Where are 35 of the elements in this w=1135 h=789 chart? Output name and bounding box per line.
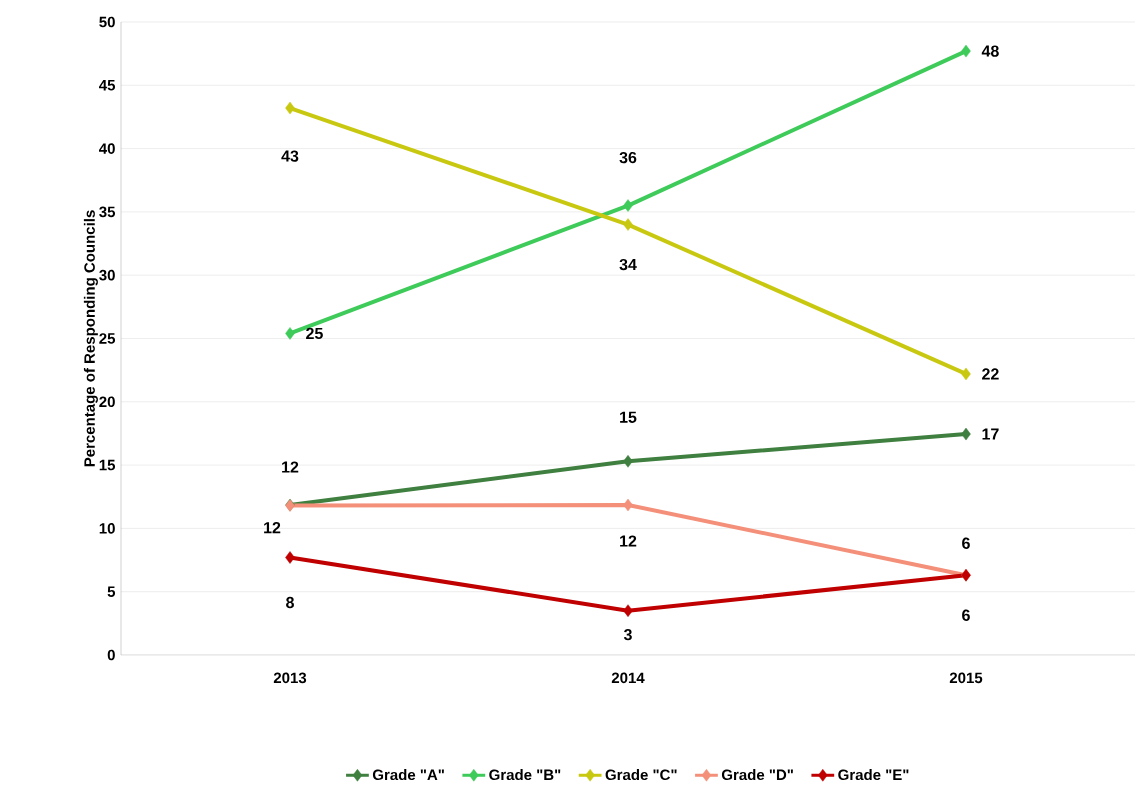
y-tick-label: 35 — [99, 206, 116, 218]
data-label: 8 — [286, 596, 294, 609]
x-tick-label: 2014 — [611, 672, 645, 684]
y-tick-label: 5 — [107, 586, 116, 597]
data-label: 3 — [623, 629, 632, 641]
data-label: 17 — [982, 428, 999, 440]
legend-label: Grade "D" — [721, 769, 793, 781]
data-label: 25 — [306, 327, 323, 340]
data-label: 36 — [619, 151, 637, 164]
y-tick-label: 20 — [99, 396, 115, 408]
data-label: 43 — [281, 150, 299, 162]
y-axis-title: Percentage of Responding Councils — [83, 210, 98, 467]
y-tick-label: 15 — [99, 459, 116, 471]
data-label: 6 — [962, 609, 970, 621]
data-label: 34 — [619, 258, 637, 271]
x-tick-label: 2015 — [949, 672, 983, 684]
legend-label: Grade "B" — [489, 769, 561, 781]
data-label: 12 — [282, 461, 299, 473]
y-tick-label: 0 — [107, 649, 115, 661]
y-tick-label: 40 — [99, 143, 115, 154]
data-label: 48 — [981, 45, 999, 57]
data-label: 12 — [264, 522, 281, 534]
legend-label: Grade "C" — [605, 769, 677, 781]
y-tick-label: 50 — [99, 16, 115, 28]
data-label: 6 — [962, 537, 970, 549]
y-tick-label: 30 — [99, 269, 115, 281]
data-label: 12 — [620, 535, 637, 547]
data-label: 22 — [982, 368, 999, 380]
legend-label: Grade "E" — [838, 769, 909, 781]
y-tick-label: 10 — [99, 523, 115, 534]
data-label: 15 — [620, 411, 637, 423]
x-tick-label: 2013 — [273, 672, 307, 684]
legend-label: Grade "A" — [372, 769, 444, 781]
y-tick-label: 45 — [99, 80, 116, 91]
y-tick-label: 25 — [99, 333, 116, 344]
